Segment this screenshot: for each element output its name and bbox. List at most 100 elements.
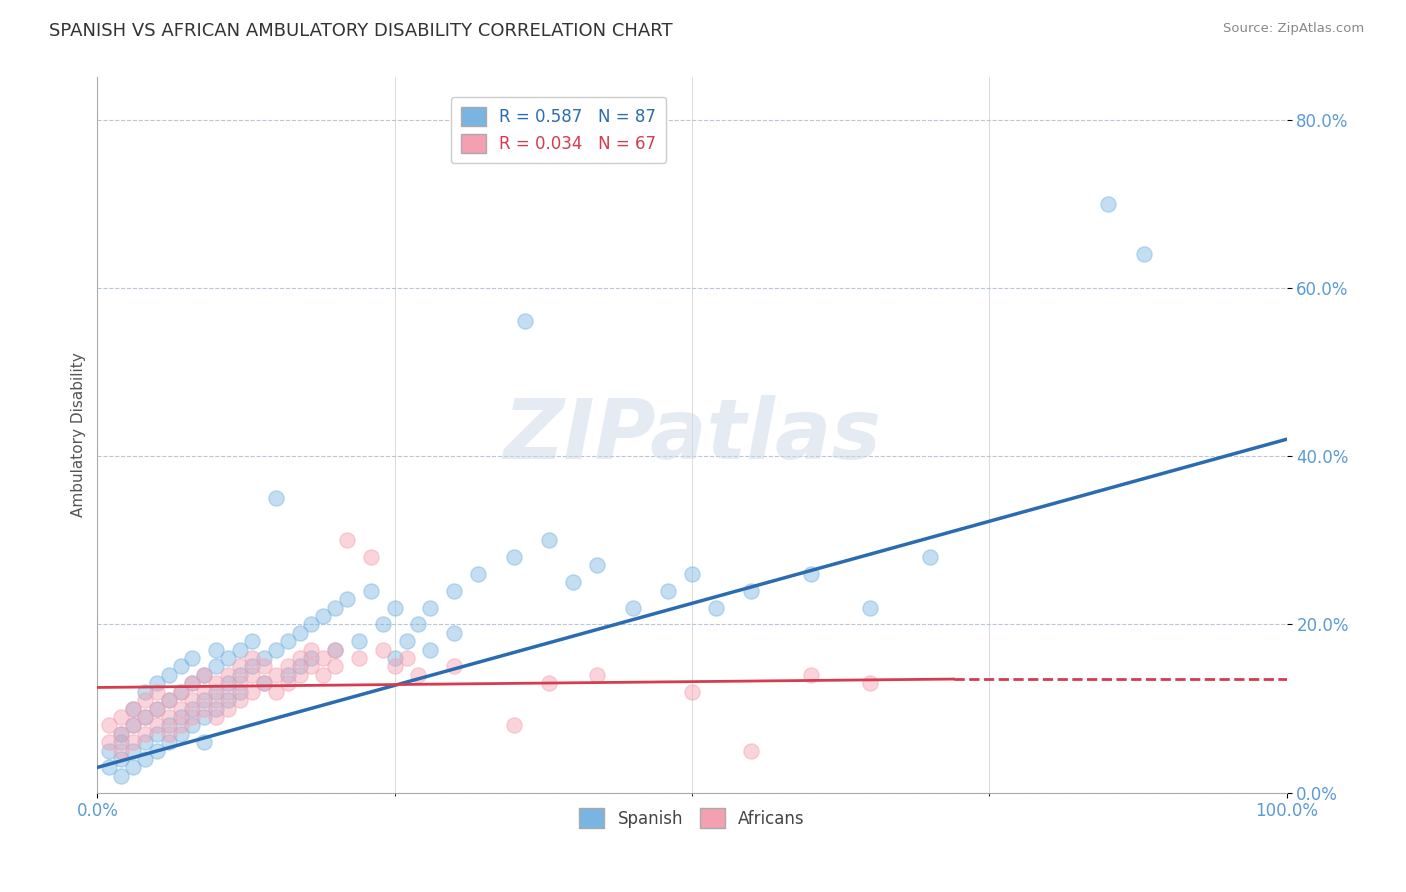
Point bbox=[277, 668, 299, 682]
Point bbox=[122, 743, 145, 757]
Point bbox=[193, 701, 215, 715]
Point bbox=[205, 693, 228, 707]
Point bbox=[312, 609, 335, 624]
Point bbox=[110, 727, 132, 741]
Point bbox=[181, 651, 204, 665]
Point bbox=[288, 625, 311, 640]
Point bbox=[240, 684, 263, 698]
Point bbox=[229, 668, 252, 682]
Point bbox=[253, 676, 276, 690]
Point bbox=[347, 634, 370, 648]
Point bbox=[217, 684, 239, 698]
Point bbox=[229, 684, 252, 698]
Point bbox=[1097, 196, 1119, 211]
Point bbox=[181, 676, 204, 690]
Point bbox=[384, 651, 406, 665]
Point bbox=[585, 558, 607, 573]
Point bbox=[169, 684, 191, 698]
Point bbox=[205, 676, 228, 690]
Point bbox=[299, 617, 322, 632]
Point bbox=[193, 710, 215, 724]
Point bbox=[122, 701, 145, 715]
Point bbox=[122, 760, 145, 774]
Point bbox=[240, 651, 263, 665]
Point bbox=[277, 676, 299, 690]
Point bbox=[157, 710, 180, 724]
Point bbox=[323, 642, 346, 657]
Point bbox=[110, 743, 132, 757]
Text: Source: ZipAtlas.com: Source: ZipAtlas.com bbox=[1223, 22, 1364, 36]
Point bbox=[205, 684, 228, 698]
Point bbox=[859, 676, 882, 690]
Point bbox=[585, 668, 607, 682]
Point bbox=[134, 727, 156, 741]
Point bbox=[277, 659, 299, 673]
Point bbox=[157, 668, 180, 682]
Point bbox=[229, 693, 252, 707]
Point bbox=[134, 693, 156, 707]
Point bbox=[408, 668, 430, 682]
Point bbox=[538, 676, 561, 690]
Point bbox=[229, 642, 252, 657]
Point bbox=[122, 718, 145, 732]
Point bbox=[181, 710, 204, 724]
Point bbox=[122, 735, 145, 749]
Point bbox=[323, 600, 346, 615]
Point bbox=[98, 735, 121, 749]
Point bbox=[240, 659, 263, 673]
Point bbox=[169, 710, 191, 724]
Point bbox=[323, 659, 346, 673]
Point bbox=[98, 718, 121, 732]
Point bbox=[502, 718, 524, 732]
Point bbox=[467, 566, 489, 581]
Point bbox=[1133, 247, 1156, 261]
Point bbox=[299, 659, 322, 673]
Point bbox=[217, 668, 239, 682]
Point bbox=[146, 743, 169, 757]
Point bbox=[157, 735, 180, 749]
Point bbox=[538, 533, 561, 548]
Point bbox=[240, 668, 263, 682]
Point bbox=[323, 642, 346, 657]
Point bbox=[110, 769, 132, 783]
Point bbox=[217, 651, 239, 665]
Point bbox=[169, 727, 191, 741]
Point bbox=[169, 684, 191, 698]
Point bbox=[205, 642, 228, 657]
Point bbox=[264, 684, 287, 698]
Point bbox=[395, 634, 418, 648]
Point bbox=[122, 701, 145, 715]
Point bbox=[110, 710, 132, 724]
Point bbox=[157, 718, 180, 732]
Point bbox=[169, 701, 191, 715]
Point bbox=[157, 693, 180, 707]
Point bbox=[146, 701, 169, 715]
Point bbox=[110, 727, 132, 741]
Point bbox=[193, 684, 215, 698]
Point bbox=[621, 600, 644, 615]
Point bbox=[740, 583, 762, 598]
Point bbox=[169, 659, 191, 673]
Point bbox=[800, 566, 823, 581]
Point bbox=[264, 642, 287, 657]
Point bbox=[515, 314, 537, 328]
Point bbox=[193, 668, 215, 682]
Point bbox=[360, 550, 382, 565]
Point bbox=[229, 676, 252, 690]
Point bbox=[360, 583, 382, 598]
Point bbox=[395, 651, 418, 665]
Point bbox=[146, 701, 169, 715]
Point bbox=[134, 710, 156, 724]
Point bbox=[288, 668, 311, 682]
Point bbox=[740, 743, 762, 757]
Text: ZIPatlas: ZIPatlas bbox=[503, 394, 882, 475]
Point bbox=[264, 668, 287, 682]
Point bbox=[384, 600, 406, 615]
Point bbox=[205, 659, 228, 673]
Point bbox=[146, 727, 169, 741]
Point bbox=[181, 676, 204, 690]
Point bbox=[502, 550, 524, 565]
Point bbox=[800, 668, 823, 682]
Point bbox=[312, 668, 335, 682]
Y-axis label: Ambulatory Disability: Ambulatory Disability bbox=[72, 352, 86, 517]
